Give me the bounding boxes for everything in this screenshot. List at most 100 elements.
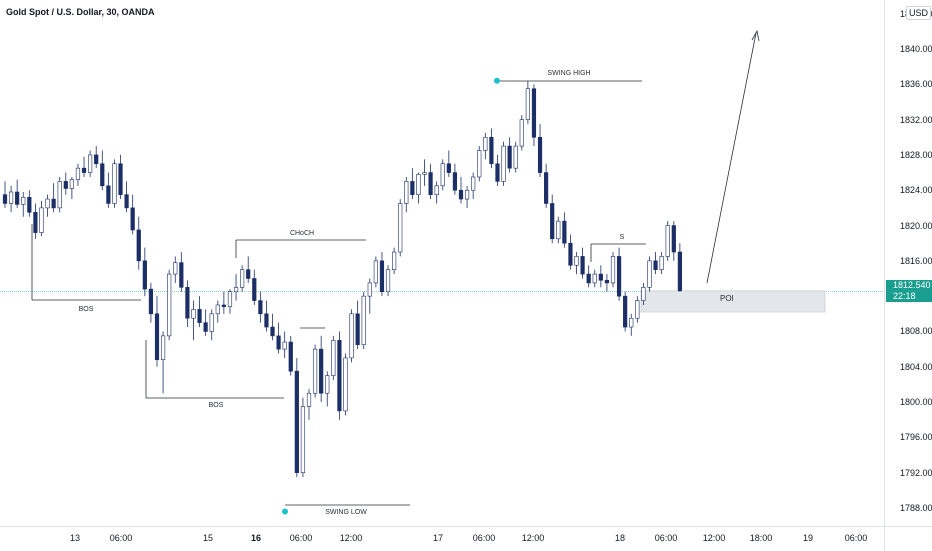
price-tick: 1804.000 — [900, 361, 932, 372]
candle-bear — [446, 163, 451, 173]
price-tick: 1820.000 — [900, 220, 932, 231]
candle-bear — [495, 163, 500, 182]
price-tick: 1788.000 — [900, 503, 932, 513]
choch-label: CHoCH — [289, 230, 315, 237]
candle-bear — [623, 295, 628, 328]
s-label: S — [619, 234, 625, 241]
candle-bull — [57, 181, 62, 209]
time-tick: 13 — [69, 533, 81, 543]
time-tick: 15 — [202, 533, 214, 543]
time-tick: 06:00 — [844, 533, 868, 543]
candle-bear — [288, 341, 293, 372]
price-tick: 1828.000 — [900, 149, 932, 160]
candle-bull — [209, 313, 214, 332]
candle-bear — [106, 185, 111, 204]
time-tick: 06:00 — [289, 533, 313, 543]
candle-bear — [580, 256, 585, 275]
candle-bear — [586, 273, 591, 284]
candle-bear — [33, 211, 38, 233]
candle-bear — [452, 172, 458, 191]
candle-bull — [191, 309, 196, 319]
candle-bear — [550, 203, 555, 240]
candle-bear — [94, 154, 99, 165]
projection-arrow-head — [751, 29, 760, 42]
time-tick: 06:00 — [109, 533, 133, 543]
candle-bear — [264, 313, 269, 328]
candle-bull — [215, 304, 220, 315]
candle-bear — [221, 304, 226, 308]
candle-bull — [404, 181, 409, 204]
candle-bull — [464, 189, 470, 200]
symbol-title: Gold Spot / U.S. Dollar, 30, OANDA — [6, 7, 155, 17]
chart-pane[interactable]: Gold Spot / U.S. Dollar, 30, OANDA SWING… — [0, 0, 884, 526]
candle-bull — [349, 313, 354, 359]
candle-bull — [483, 136, 488, 151]
candle-bear — [81, 167, 87, 173]
candle-bear — [276, 335, 281, 350]
projection-arrow-line — [706, 32, 757, 284]
candle-bull — [592, 273, 597, 284]
candle-bear — [246, 269, 251, 279]
candle-bear — [252, 278, 257, 301]
candle-bull — [233, 287, 239, 293]
axis-corner — [884, 526, 932, 551]
candle-bear — [15, 191, 20, 205]
swing-low-label: SWING LOW — [325, 509, 367, 516]
candle-bear — [337, 339, 342, 412]
candle-bear — [294, 370, 299, 473]
candle-bull — [173, 262, 178, 275]
time-tick: 17 — [432, 533, 444, 543]
candle-bear — [319, 348, 324, 394]
candle-bull — [519, 119, 524, 147]
candle-bull — [69, 179, 74, 189]
time-tick: 12:00 — [339, 533, 363, 543]
current-price: 1812.540 — [893, 280, 931, 290]
time-tick: 18 — [614, 533, 626, 543]
price-tick: 1836.000 — [900, 79, 932, 90]
candle-bear — [671, 225, 676, 253]
candle-bull — [574, 256, 579, 266]
candle-bull — [167, 273, 172, 337]
poi-label: POI — [720, 294, 734, 303]
candle-bull — [647, 260, 652, 288]
candle-bull — [227, 291, 233, 308]
swing-high-label: SWING HIGH — [547, 70, 591, 77]
candle-bear — [568, 242, 573, 266]
price-tick: 1808.000 — [900, 326, 932, 337]
candle-bull — [635, 300, 640, 319]
candle-bull — [422, 172, 427, 175]
candle-bear — [63, 181, 68, 189]
price-chart[interactable] — [0, 0, 884, 526]
price-tick: 1792.000 — [900, 467, 932, 478]
price-axis[interactable]: 1840.000 1836.000 1832.000 1828.000 1824.000… — [884, 0, 932, 526]
candle-bear — [124, 194, 129, 209]
time-axis[interactable]: 13 06:00 15 16 06:00 12:00 17 06:00 12:00 18 06:00… — [0, 526, 884, 551]
candle-bull — [325, 375, 330, 394]
candle-bear — [379, 260, 385, 293]
candle-bull — [665, 225, 670, 257]
candle-bear — [489, 136, 494, 165]
currency-button[interactable]: USD — [906, 6, 932, 20]
candle-bull — [331, 339, 336, 376]
candle-bear — [179, 262, 184, 288]
time-tick: 06:00 — [654, 533, 678, 543]
candle-bear — [604, 279, 610, 284]
candle-bull — [45, 198, 50, 209]
candle-bull — [240, 269, 245, 288]
candle-bull — [398, 203, 403, 253]
candle-bull — [39, 207, 44, 233]
candle-bear — [142, 260, 147, 290]
candle-bull — [312, 348, 318, 394]
candle-bull — [501, 145, 506, 182]
candle-bull — [112, 163, 117, 204]
candle-bull — [361, 295, 366, 346]
candle-bear — [136, 229, 141, 262]
candle-bear — [27, 196, 32, 213]
current-price-badge: 1812.540 22:18 — [886, 280, 932, 302]
candle-bull — [282, 341, 287, 350]
candle-bull — [88, 154, 93, 173]
price-tick: 1796.000 — [900, 432, 932, 443]
candle-bull — [641, 287, 646, 301]
candle-bear — [537, 136, 543, 173]
time-tick: 12:00 — [702, 533, 726, 543]
